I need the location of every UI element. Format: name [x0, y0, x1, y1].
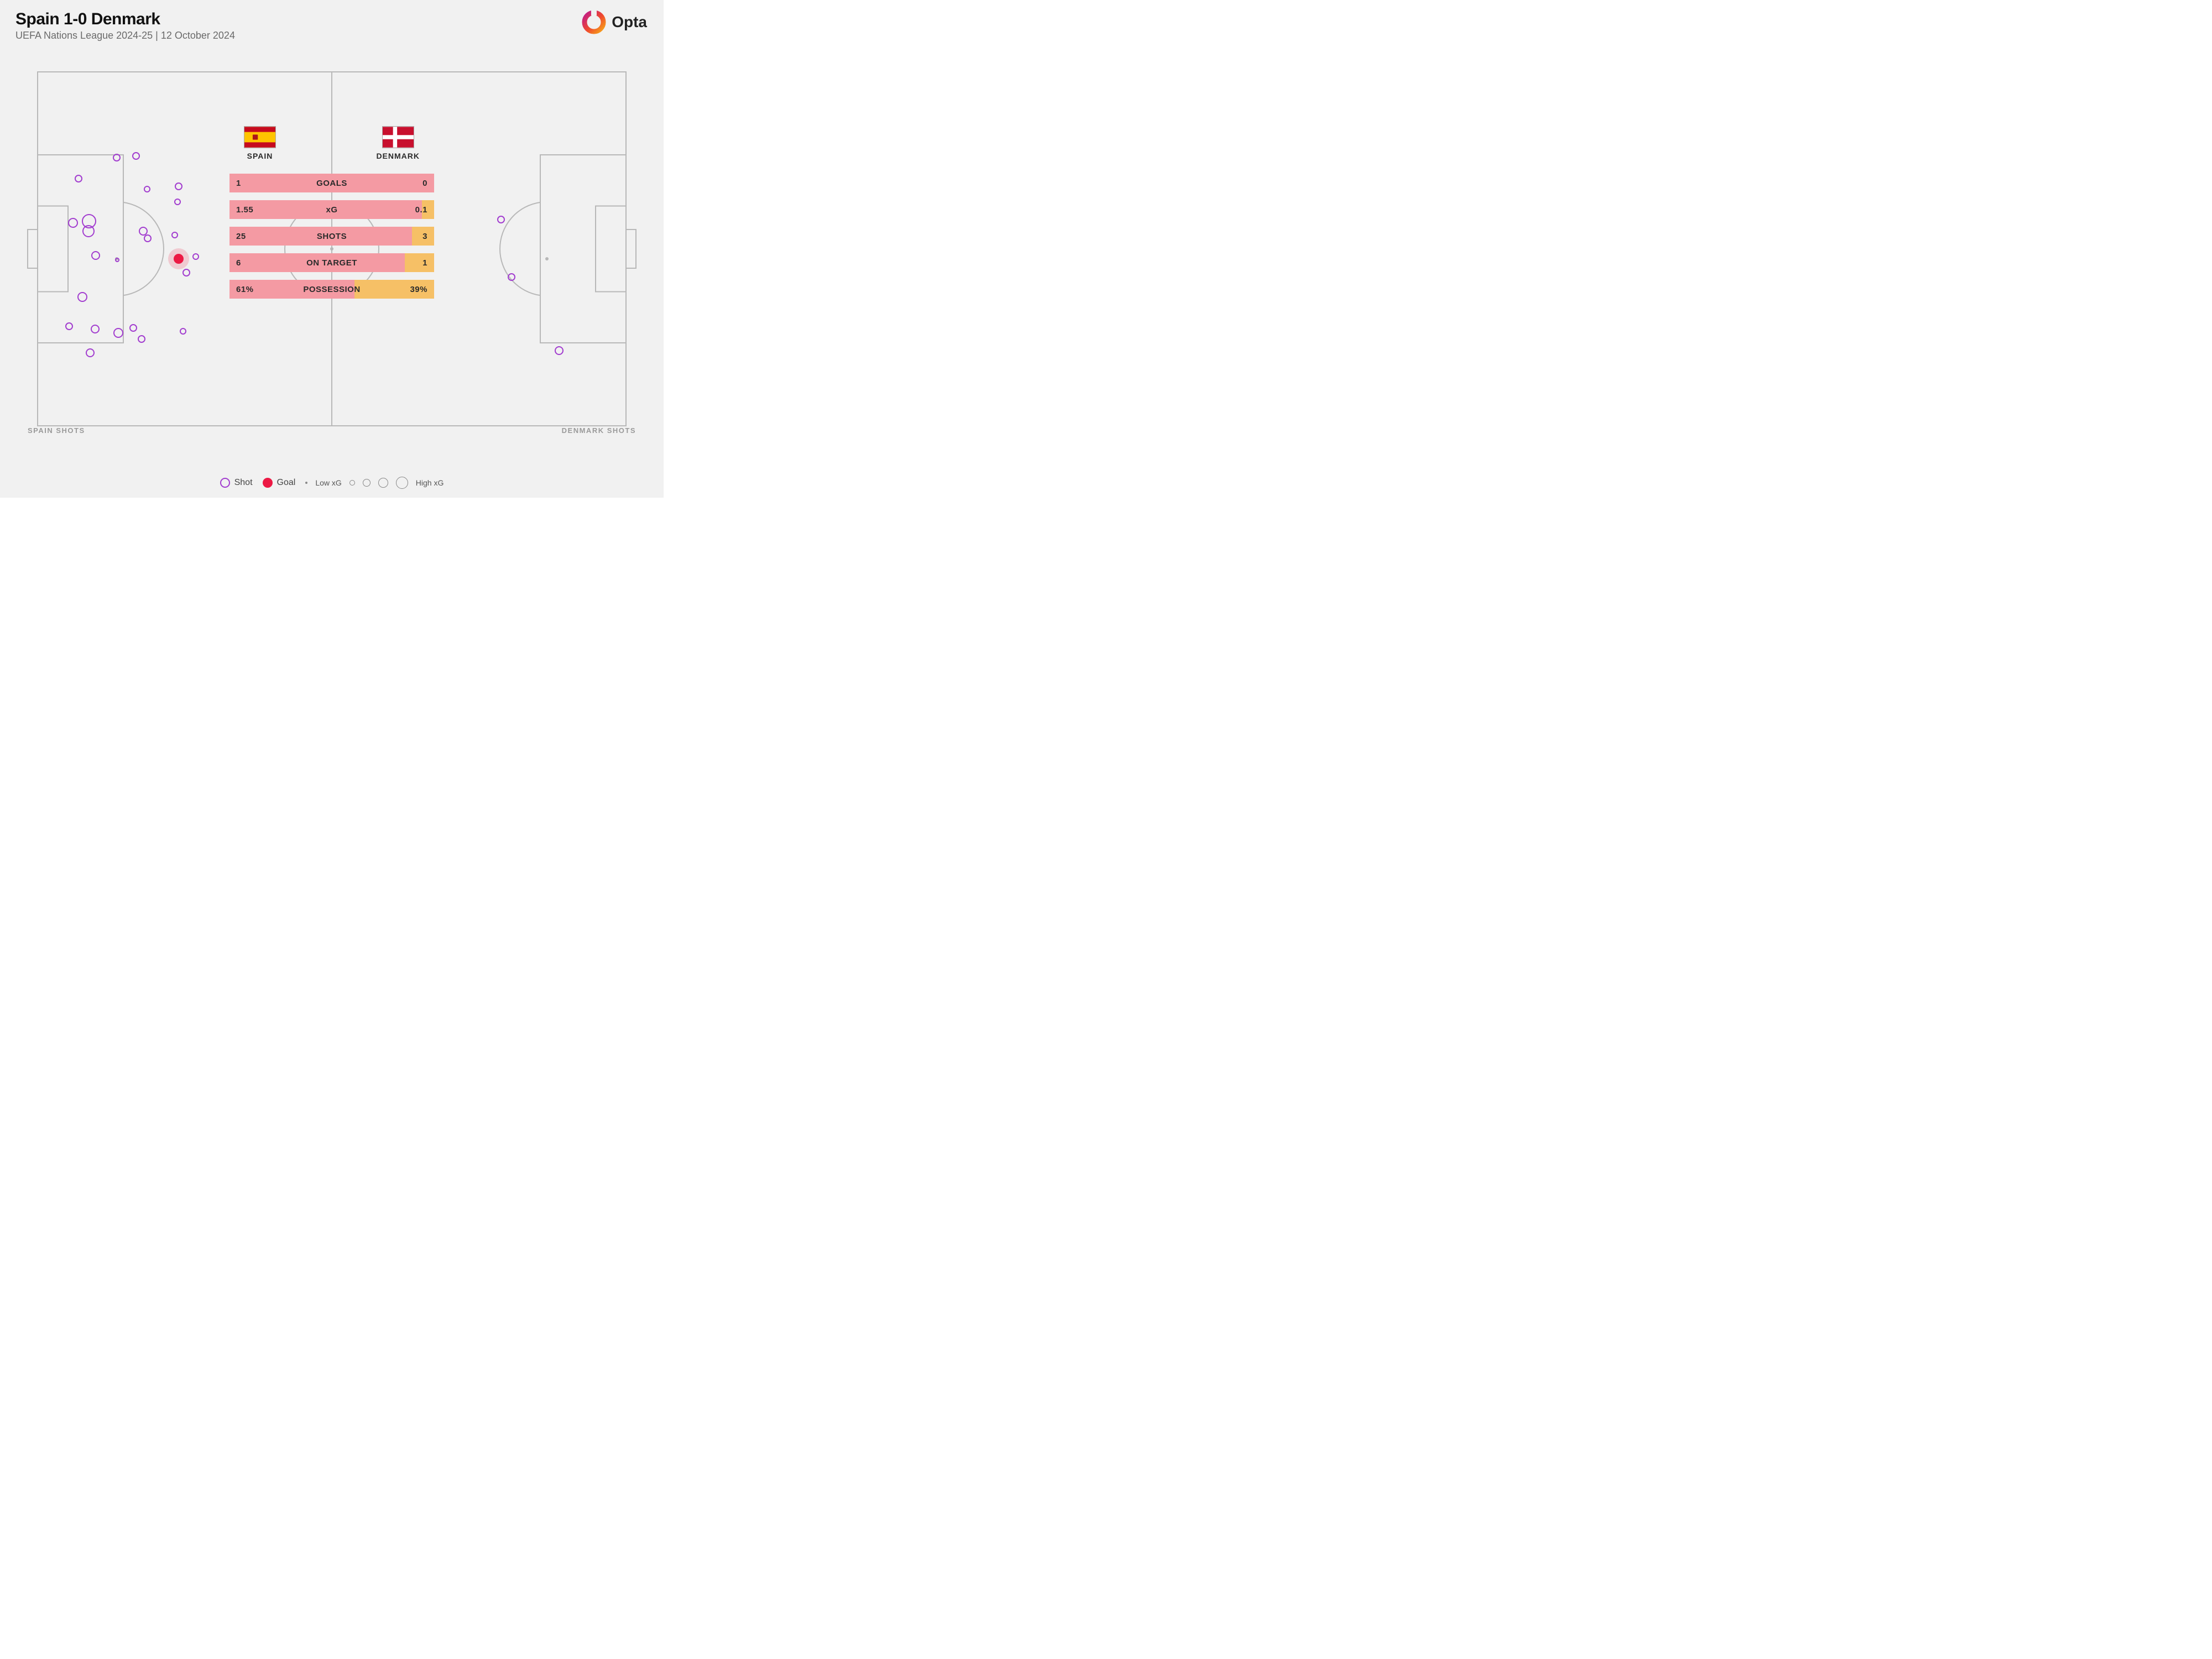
stat-value-left: 25 — [229, 232, 268, 241]
shot-marker — [183, 269, 190, 276]
stat-value-right: 39% — [395, 285, 434, 294]
team-head-right: DENMARK — [376, 126, 420, 160]
legend: Shot Goal Low xG High xG — [0, 477, 664, 489]
stat-label: SHOTS — [268, 232, 395, 241]
stat-value-left: 6 — [229, 258, 268, 268]
stat-value-right: 1 — [395, 258, 434, 268]
right-shots-label: DENMARK SHOTS — [562, 426, 636, 435]
shot-marker — [133, 153, 139, 159]
stat-value-left: 1 — [229, 179, 268, 188]
infographic-canvas: Spain 1-0 Denmark UEFA Nations League 20… — [0, 0, 664, 498]
shot-marker — [86, 349, 94, 357]
match-title: Spain 1-0 Denmark — [15, 10, 235, 29]
xg-scale: Low xG High xG — [305, 477, 444, 489]
stat-row: 25SHOTS3 — [229, 227, 434, 246]
stat-label: GOALS — [268, 179, 395, 188]
legend-row: Shot Goal Low xG High xG — [220, 477, 444, 489]
stat-row: 61%POSSESSION39% — [229, 280, 434, 299]
xg-scale-dot — [396, 477, 408, 489]
shot-marker — [114, 328, 123, 337]
shot-marker — [139, 227, 147, 235]
brand-name: Opta — [612, 13, 647, 31]
shot-marker — [144, 235, 151, 242]
stat-row: 1GOALS0 — [229, 174, 434, 192]
stat-row: 1.55xG0.1 — [229, 200, 434, 219]
stat-value-left: 1.55 — [229, 205, 268, 215]
goal-marker — [174, 254, 184, 264]
stats-panel: SPAIN DENMARK 1GOALS01.55xG0.125SHOTS36O… — [229, 126, 434, 306]
stat-value-right: 0.1 — [395, 205, 434, 215]
shot-marker — [193, 254, 199, 259]
stat-value-right: 3 — [395, 232, 434, 241]
header: Spain 1-0 Denmark UEFA Nations League 20… — [15, 10, 235, 41]
shot-marker — [175, 183, 182, 190]
left-shots-label: SPAIN SHOTS — [28, 426, 85, 435]
match-subtitle: UEFA Nations League 2024-25 | 12 October… — [15, 30, 235, 41]
flag-spain-icon — [244, 126, 276, 148]
xg-scale-dot — [349, 480, 355, 486]
brand-logo-icon — [582, 10, 606, 34]
stat-row: 6ON TARGET1 — [229, 253, 434, 272]
stats-rows: 1GOALS01.55xG0.125SHOTS36ON TARGET161%PO… — [229, 174, 434, 299]
shot-marker — [69, 218, 77, 227]
shot-marker — [66, 323, 72, 330]
shot-marker — [138, 336, 145, 342]
xg-scale-dot — [378, 478, 388, 488]
pitch-container: SPAIN SHOTS DENMARK SHOTS SPAIN DENMARK … — [15, 55, 648, 442]
shot-marker — [92, 252, 100, 259]
stat-label: xG — [268, 205, 395, 215]
flag-denmark-icon — [382, 126, 414, 148]
shot-marker — [75, 175, 82, 182]
stat-label: POSSESSION — [268, 285, 395, 294]
shot-marker — [172, 232, 178, 238]
stat-label: ON TARGET — [268, 258, 395, 268]
legend-shot: Shot — [220, 478, 253, 488]
xg-low-label: Low xG — [315, 478, 341, 487]
shot-marker — [555, 347, 563, 354]
team-name-left: SPAIN — [244, 152, 276, 160]
goal-marker-icon — [263, 478, 273, 488]
legend-goal-label: Goal — [277, 478, 296, 488]
brand-logo: Opta — [582, 10, 647, 34]
shot-marker — [180, 328, 186, 334]
shot-marker — [130, 325, 137, 331]
shot-marker — [498, 216, 504, 223]
shot-marker — [91, 325, 99, 333]
xg-high-label: High xG — [416, 478, 444, 487]
shot-marker — [144, 186, 150, 192]
shot-marker — [78, 293, 87, 301]
stat-value-right: 0 — [395, 179, 434, 188]
legend-shot-label: Shot — [234, 478, 253, 488]
shot-marker — [175, 199, 180, 205]
team-heads: SPAIN DENMARK — [229, 126, 434, 166]
team-head-left: SPAIN — [244, 126, 276, 160]
xg-scale-dot — [305, 482, 307, 484]
legend-goal: Goal — [263, 478, 296, 488]
stat-value-left: 61% — [229, 285, 268, 294]
shot-marker-icon — [220, 478, 230, 488]
team-name-right: DENMARK — [376, 152, 420, 160]
xg-scale-dot — [363, 479, 371, 487]
